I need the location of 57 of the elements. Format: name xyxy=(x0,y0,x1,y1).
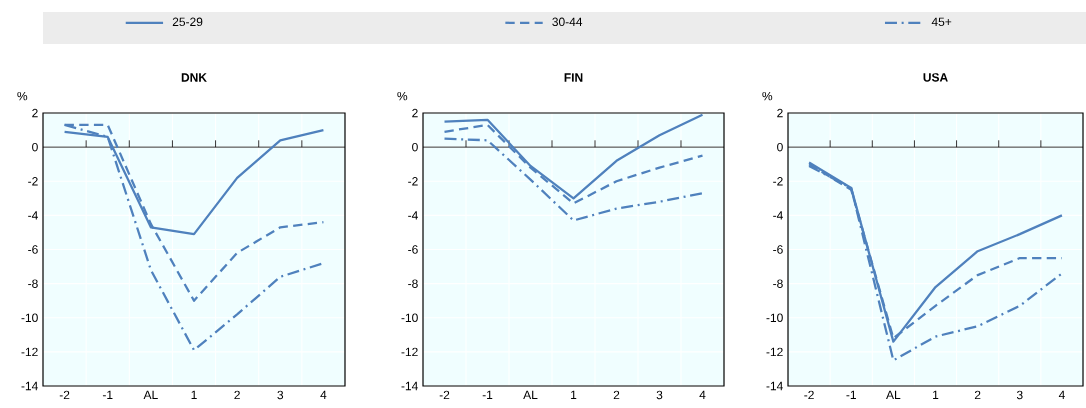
legend-label: 45+ xyxy=(931,17,952,27)
chart-title: DNK xyxy=(181,73,207,82)
y-tick-label: -8 xyxy=(773,279,783,288)
chart-title: FIN xyxy=(564,73,583,82)
y-tick-label: -4 xyxy=(28,211,38,220)
y-tick-label: 2 xyxy=(777,108,783,118)
x-tick-label: AL xyxy=(143,390,158,399)
y-axis-title: % xyxy=(17,91,28,101)
y-axis-title: % xyxy=(397,91,408,101)
x-tick-label: 1 xyxy=(933,390,939,399)
chart-title: USA xyxy=(923,73,948,82)
y-tick-label: -4 xyxy=(773,211,783,220)
y-tick-label: -10 xyxy=(21,313,38,323)
y-tick-label: -2 xyxy=(28,177,38,186)
y-tick-label: -14 xyxy=(21,381,38,391)
x-tick-label: AL xyxy=(523,390,538,399)
x-tick-label: -1 xyxy=(482,390,493,399)
x-tick-label: 3 xyxy=(1016,390,1023,400)
x-tick-label: -1 xyxy=(846,390,856,399)
y-tick-label: 0 xyxy=(32,142,38,152)
y-tick-label: -14 xyxy=(401,381,418,391)
x-tick-label: -2 xyxy=(439,390,450,400)
x-tick-label: 2 xyxy=(234,390,240,400)
x-tick-label: 1 xyxy=(191,390,197,399)
x-tick-label: 4 xyxy=(1058,390,1065,399)
y-tick-label: -10 xyxy=(401,313,418,323)
x-tick-label: 4 xyxy=(699,390,706,399)
y-tick-label: -14 xyxy=(766,381,783,391)
y-tick-label: -2 xyxy=(773,177,783,186)
x-tick-label: 3 xyxy=(656,390,663,400)
y-tick-label: -6 xyxy=(408,245,418,254)
y-tick-label: -12 xyxy=(401,347,418,357)
x-tick-label: 4 xyxy=(320,390,327,399)
y-axis-title: % xyxy=(762,91,773,101)
y-tick-label: 2 xyxy=(32,108,38,118)
y-tick-label: -12 xyxy=(766,347,783,357)
x-tick-label: 2 xyxy=(974,390,981,400)
y-tick-label: -8 xyxy=(28,279,38,288)
y-tick-label: -6 xyxy=(28,245,38,254)
legend-label: 25-29 xyxy=(172,17,203,27)
x-tick-label: 1 xyxy=(571,390,577,399)
x-tick-label: 3 xyxy=(277,390,284,400)
y-tick-label: -6 xyxy=(773,245,783,254)
x-tick-label: AL xyxy=(886,390,901,399)
x-tick-label: -1 xyxy=(102,390,113,399)
x-tick-label: 2 xyxy=(613,390,620,400)
y-tick-label: -2 xyxy=(408,177,418,186)
y-tick-label: -4 xyxy=(408,211,418,220)
y-tick-label: -8 xyxy=(408,279,418,288)
y-tick-label: -12 xyxy=(21,347,38,357)
legend-label: 30-44 xyxy=(552,17,583,27)
y-tick-label: 0 xyxy=(412,142,418,152)
y-tick-label: -10 xyxy=(766,313,783,323)
x-tick-label: -2 xyxy=(804,390,814,400)
x-tick-label: -2 xyxy=(59,390,70,400)
y-tick-label: 2 xyxy=(412,108,418,118)
y-tick-label: 0 xyxy=(777,142,783,152)
